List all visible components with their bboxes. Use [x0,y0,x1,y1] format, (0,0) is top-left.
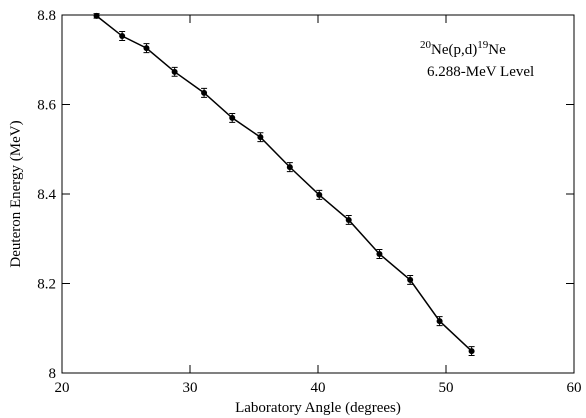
annotation: 20Ne(p,d)19Ne [420,39,506,58]
point [376,250,383,257]
x-tick-label: 60 [567,380,582,396]
x-tick-label: 50 [439,380,454,396]
y-axis-label: Deuteron Energy (MeV) [8,120,24,267]
annotation-subtitle: 6.288-MeV Level [427,64,534,80]
y-tick-label: 8.6 [37,98,56,114]
point [407,276,414,283]
point [119,33,126,40]
annotation-part: Ne(p,d) [431,42,477,58]
point [171,68,178,75]
y-tick-label: 8 [49,366,57,382]
fit-line [96,15,473,352]
point [316,191,323,198]
x-axis-label: Laboratory Angle (degrees) [235,400,401,416]
annotation-part: 19 [477,39,489,51]
point [257,134,264,141]
y-tick-label: 8.8 [37,8,56,24]
point [93,12,100,19]
x-tick-label: 40 [311,380,326,396]
annotation-part: Ne [488,42,506,58]
point [345,216,352,223]
point [229,114,236,121]
annotation-part: 20 [420,39,432,51]
point [468,348,475,355]
y-tick-label: 8.4 [37,187,56,203]
point [143,45,150,52]
point [286,164,293,171]
x-tick-label: 20 [55,380,70,396]
x-tick-label: 30 [183,380,198,396]
point [201,89,208,96]
y-tick-label: 8.2 [37,277,56,293]
point [436,318,443,325]
